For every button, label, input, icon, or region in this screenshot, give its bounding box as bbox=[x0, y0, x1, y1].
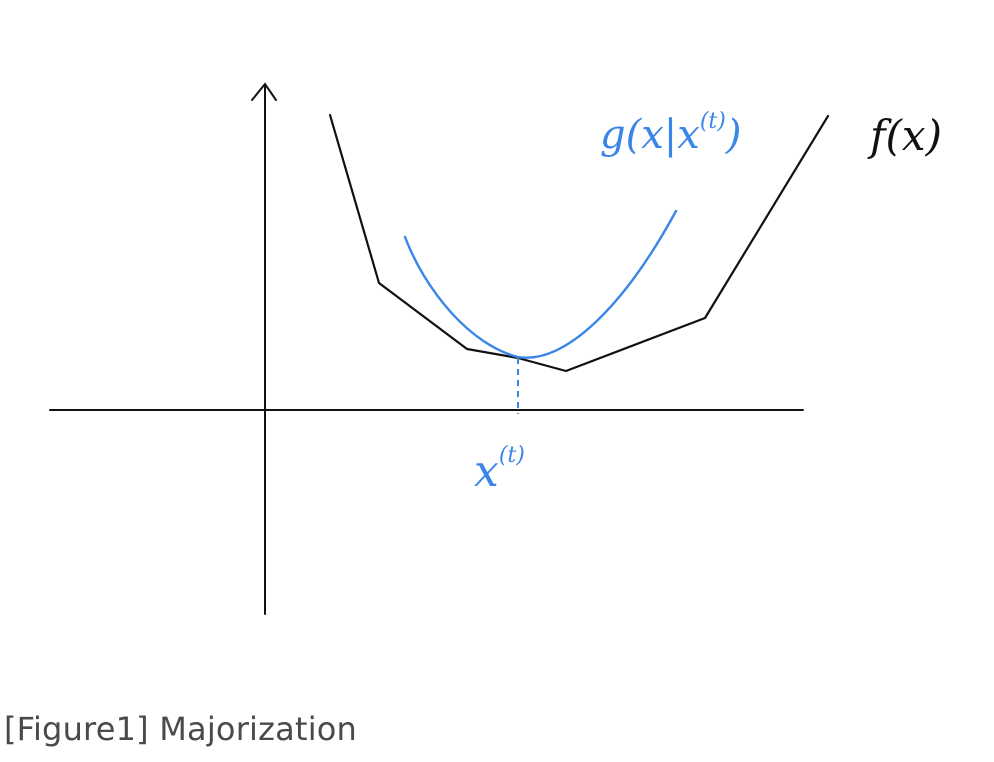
f-curve bbox=[328, 113, 830, 373]
y-axis-arrowhead bbox=[251, 82, 277, 101]
axes bbox=[49, 82, 804, 615]
xt-label-superscript: (t) bbox=[499, 443, 525, 468]
xt-label-main: x bbox=[474, 446, 499, 497]
xt-label: x(t) bbox=[474, 443, 525, 497]
majorization-diagram: f(x) g(x|x(t)) x(t) bbox=[49, 82, 942, 615]
g-label-superscript: (t) bbox=[700, 109, 726, 134]
g-label: g(x|x(t)) bbox=[600, 109, 741, 158]
figure-caption: [Figure1] Majorization bbox=[4, 710, 358, 748]
f-label: f(x) bbox=[867, 111, 942, 160]
g-label-close: ) bbox=[725, 112, 742, 158]
g-majorizer-curve bbox=[403, 209, 678, 359]
g-label-main: g(x|x bbox=[600, 112, 700, 158]
